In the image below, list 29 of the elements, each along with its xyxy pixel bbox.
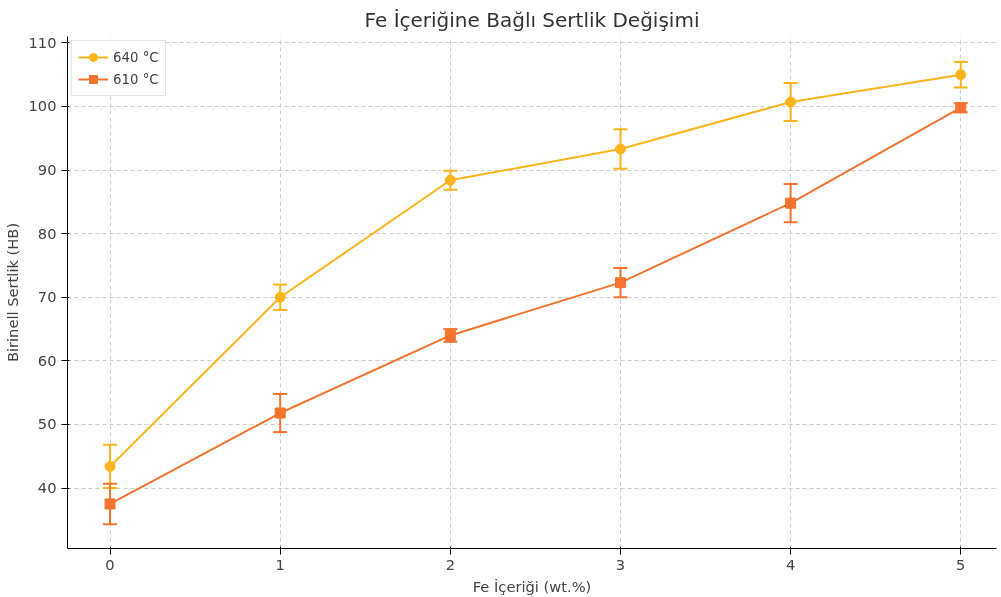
- y-tick-label: 90: [37, 161, 57, 179]
- y-tick-label: 100: [28, 97, 57, 115]
- legend-label: 610 °C: [113, 71, 159, 87]
- x-tick-label: 2: [445, 555, 455, 573]
- point: [785, 96, 797, 108]
- y-tick-label: 80: [37, 224, 57, 242]
- y-tick-label: 60: [37, 351, 57, 369]
- point: [104, 498, 116, 510]
- point: [614, 277, 626, 289]
- y-axis-title: Birinell Sertlik (HB): [3, 222, 21, 363]
- y-tick-label: 40: [37, 479, 57, 497]
- x-tick-label: 3: [615, 555, 626, 573]
- x-tick-label: 0: [105, 555, 115, 573]
- point: [274, 291, 286, 303]
- y-tick-label: 50: [37, 415, 57, 433]
- y-tick-label: 70: [37, 288, 57, 306]
- chart-title: Fe İçeriğine Bağlı Sertlik Değişimi: [364, 7, 700, 32]
- x-tick-label: 1: [275, 555, 285, 573]
- y-tick-label: 110: [28, 33, 57, 51]
- point: [444, 174, 456, 186]
- point: [955, 69, 967, 81]
- legend-label: 640 °C: [113, 49, 159, 65]
- x-tick-label: 5: [956, 555, 966, 573]
- x-axis-title: Fe İçeriği (wt.%): [472, 577, 592, 595]
- point: [614, 143, 626, 155]
- point: [785, 197, 797, 209]
- point: [104, 460, 116, 472]
- point: [274, 407, 286, 419]
- x-tick-label: 4: [785, 555, 796, 573]
